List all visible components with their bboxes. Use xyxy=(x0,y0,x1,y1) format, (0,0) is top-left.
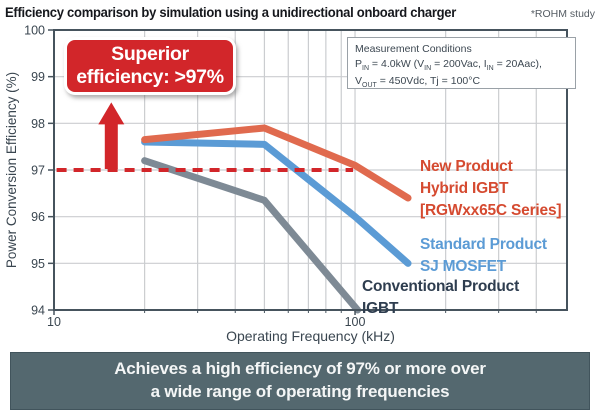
y-ticks: 94 95 96 97 98 99 100 xyxy=(24,24,54,318)
page-title: Efficiency comparison by simulation usin… xyxy=(5,4,457,20)
summary-banner: Achieves a high efficiency of 97% or mor… xyxy=(10,352,590,410)
label-new-product-hybrid-igbt-line: [RGWxx65C Series] xyxy=(420,202,562,219)
y-tick-label: 94 xyxy=(31,304,45,318)
superior-efficiency-callout: Superior efficiency: >97% xyxy=(64,37,236,95)
y-tick-label: 98 xyxy=(31,117,45,131)
measurement-line: VOUT = 450Vdc, Tj = 100°C xyxy=(355,74,481,89)
label-standard-product-sj-mosfet: Standard Product SJ MOSFET xyxy=(420,234,547,278)
series-line-hybrid-igbt xyxy=(141,124,412,202)
label-conventional-product-igbt-line: IGBT xyxy=(362,300,399,317)
x-tick-label: 100 xyxy=(345,315,366,329)
y-tick-label: 100 xyxy=(24,24,45,38)
rohm-study-note: *ROHM study xyxy=(530,8,595,20)
label-new-product-hybrid-igbt: New Product Hybrid IGBT [RGWxx65C Series] xyxy=(420,156,562,222)
y-tick-label: 97 xyxy=(31,164,45,178)
banner-line2: a wide range of operating frequencies xyxy=(150,382,450,401)
banner-line1: Achieves a high efficiency of 97% or mor… xyxy=(114,359,486,379)
x-axis-title: Operating Frequency (kHz) xyxy=(226,328,395,344)
series-line-conventional-igbt xyxy=(141,157,362,314)
up-arrow-icon xyxy=(98,102,125,169)
label-new-product-hybrid-igbt-line: Hybrid IGBT xyxy=(420,180,509,197)
callout-line2: efficiency: >97% xyxy=(76,66,224,88)
label-conventional-product-igbt: Conventional Product IGBT xyxy=(362,276,519,320)
y-tick-label: 96 xyxy=(31,210,45,224)
x-tick-label: 10 xyxy=(47,315,61,329)
label-new-product-hybrid-igbt-line: New Product xyxy=(420,158,513,175)
x-ticks: 10 100 xyxy=(47,310,537,329)
measurement-line: PIN = 4.0kW (VIN = 200Vac, IIN = 20Aac), xyxy=(355,57,542,72)
y-tick-label: 95 xyxy=(31,257,45,271)
measurement-conditions-box: Measurement Conditions PIN = 4.0kW (VIN =… xyxy=(347,37,576,89)
label-standard-product-sj-mosfet-line: SJ MOSFET xyxy=(420,258,507,275)
series-line-sj-mosfet xyxy=(141,138,412,267)
y-axis-title: Power Conversion Efficiency (%) xyxy=(4,71,19,269)
label-standard-product-sj-mosfet-line: Standard Product xyxy=(420,236,547,253)
measurement-line: Measurement Conditions xyxy=(355,43,472,55)
y-gridlines xyxy=(54,76,567,264)
y-tick-label: 99 xyxy=(31,70,45,84)
callout-line1: Superior xyxy=(111,42,189,65)
label-conventional-product-igbt-line: Conventional Product xyxy=(362,278,520,295)
